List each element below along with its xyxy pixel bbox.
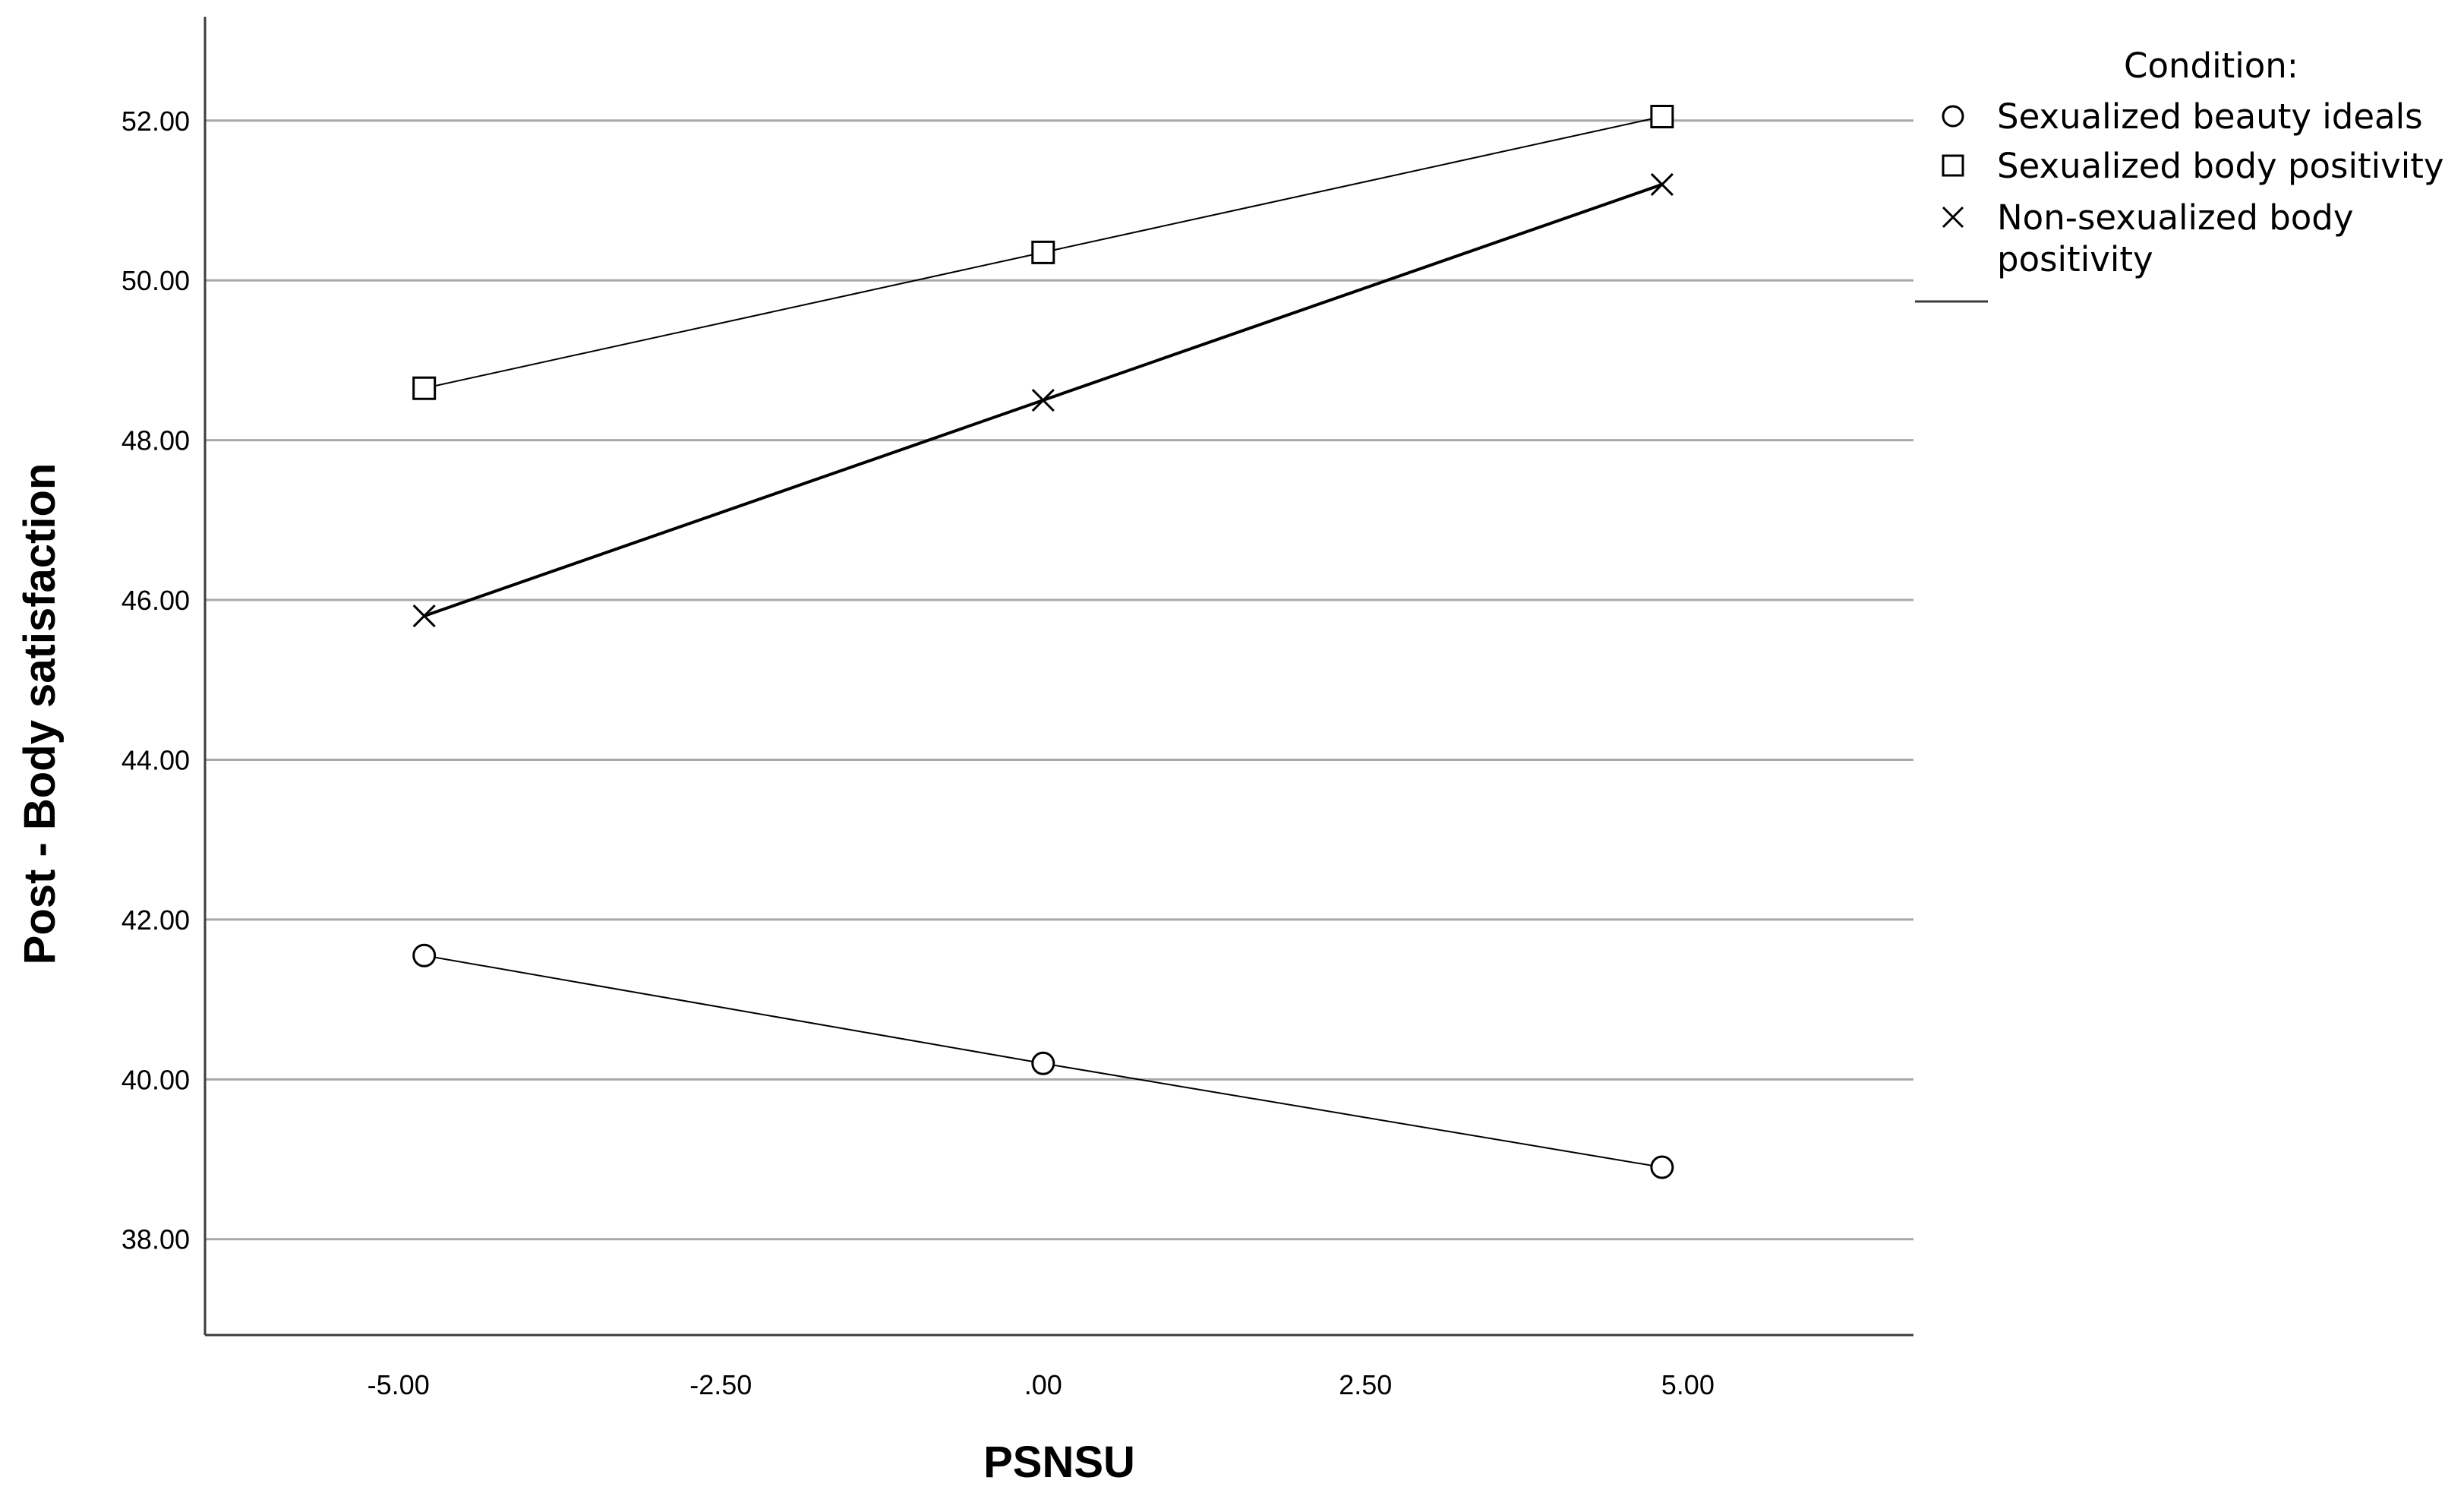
- x-tick-label: 2.50: [1339, 1369, 1392, 1400]
- data-point-0-1: [1031, 1051, 1055, 1075]
- data-point-2-0-stroke-b: [412, 604, 436, 628]
- legend-marker-2-stroke-b: [1942, 206, 1964, 229]
- y-tick-label: 38.00: [121, 1224, 190, 1255]
- x-tick-label: -2.50: [689, 1369, 752, 1400]
- legend-label: Sexualized body positivity: [1997, 146, 2444, 186]
- legend-marker-1: [1942, 154, 1964, 177]
- data-point-2-1: [1031, 388, 1055, 412]
- data-point-0-0: [412, 943, 437, 967]
- data-point-1-0: [412, 376, 437, 400]
- legend-marker-2: [1942, 206, 1964, 229]
- y-tick-label: 48.00: [121, 425, 190, 456]
- tick-labels: 38.00 40.00 42.00 44.00 46.00 48.00 50.00 52.00…: [121, 106, 1715, 1400]
- data-point-2-1-stroke-b: [1031, 388, 1055, 412]
- legend-title: Condition:: [2124, 46, 2298, 86]
- axes: [203, 17, 1913, 1337]
- data-point-2-0: [412, 604, 436, 628]
- y-tick-label: 44.00: [121, 744, 190, 775]
- y-tick-label: 52.00: [121, 106, 190, 137]
- y-axis-title: Post - Body satisfaction: [15, 463, 65, 965]
- data-point-1-2: [1650, 105, 1674, 129]
- x-tick-label: .00: [1024, 1369, 1062, 1400]
- data-point-1-1: [1031, 240, 1055, 264]
- y-tick-label: 50.00: [121, 265, 190, 296]
- x-axis-title: PSNSU: [983, 1438, 1135, 1487]
- series-lines: [412, 105, 1674, 1179]
- y-tick-label: 40.00: [121, 1064, 190, 1095]
- legend-label: Sexualized beauty ideals: [1997, 96, 2423, 137]
- y-tick-label: 42.00: [121, 904, 190, 936]
- data-point-0-2: [1650, 1155, 1674, 1179]
- data-point-2-2: [1650, 172, 1674, 197]
- legend-label: Non-sexualized body: [1997, 197, 2354, 238]
- x-tick-label: 5.00: [1661, 1369, 1715, 1400]
- legend-marker-0: [1942, 105, 1964, 128]
- gridlines: [205, 119, 1913, 1241]
- legend: Condition: Sexualized beauty ideals Sexual…: [1915, 46, 2444, 303]
- data-point-2-2-stroke-b: [1650, 172, 1674, 197]
- x-tick-label: -5.00: [368, 1369, 430, 1400]
- y-tick-label: 46.00: [121, 585, 190, 616]
- legend-label: positivity: [1997, 239, 2153, 279]
